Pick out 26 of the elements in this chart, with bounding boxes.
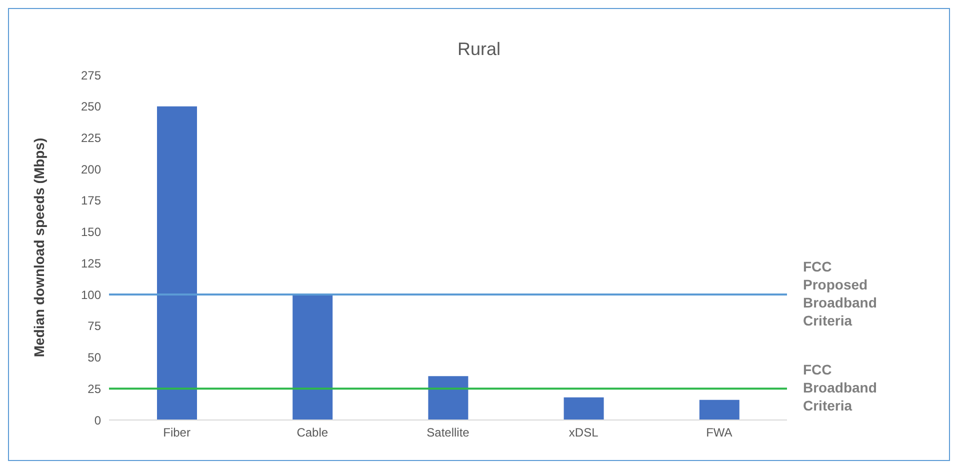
y-tick-label: 100 xyxy=(80,288,102,302)
y-tick-label: 125 xyxy=(80,256,102,270)
bar xyxy=(428,376,468,420)
bar xyxy=(292,294,333,420)
y-tick-label: 25 xyxy=(88,382,102,396)
y-tick-label: 0 xyxy=(94,413,102,428)
x-tick-label: FWA xyxy=(706,426,732,440)
y-tick-label: 250 xyxy=(80,100,102,114)
bar xyxy=(699,400,740,420)
x-tick-label: xDSL xyxy=(568,426,599,440)
chart-title: Rural xyxy=(456,38,502,60)
ref-line-label: FCC Broadband Criteria xyxy=(803,361,877,414)
y-tick-label: 175 xyxy=(80,194,102,208)
bar xyxy=(564,397,604,420)
y-tick-label: 150 xyxy=(80,225,102,240)
ref-line-label: FCC Proposed Broadband Criteria xyxy=(803,258,877,328)
x-tick-label: Satellite xyxy=(426,426,470,440)
y-tick-label: 225 xyxy=(80,130,102,145)
y-tick-label: 275 xyxy=(80,68,102,82)
x-tick-label: Cable xyxy=(296,426,328,440)
y-axis-title: Median download speeds (Mbps) xyxy=(30,138,47,358)
y-tick-label: 50 xyxy=(88,350,102,365)
x-tick-label: Fiber xyxy=(163,426,190,440)
bar xyxy=(157,106,197,420)
y-tick-label: 75 xyxy=(88,319,102,334)
y-tick-label: 200 xyxy=(80,162,102,176)
